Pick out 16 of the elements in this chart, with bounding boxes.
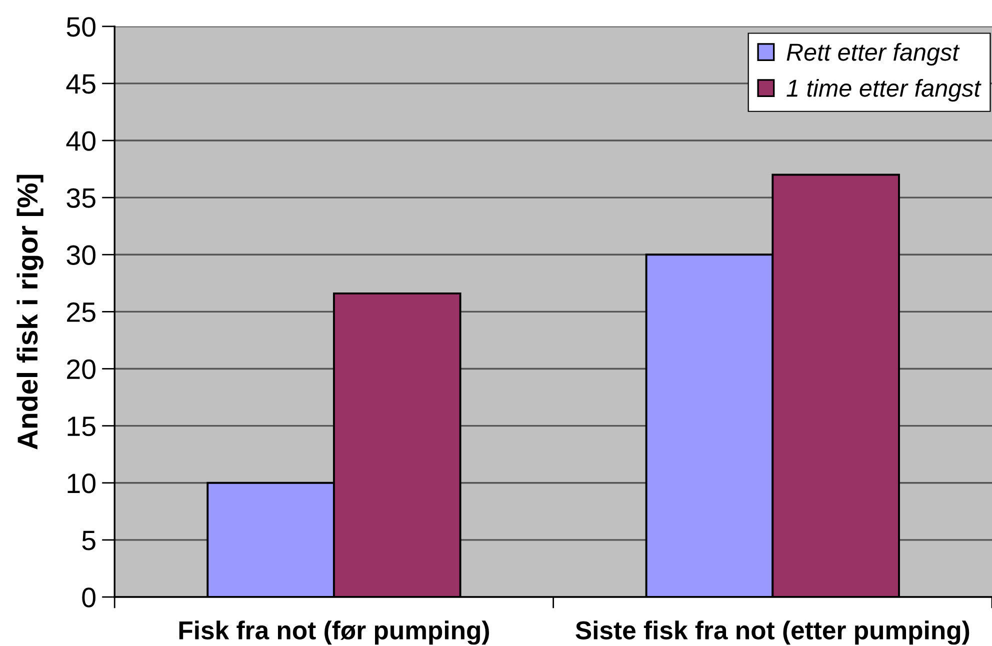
y-tick-label: 45	[66, 74, 96, 94]
y-tick-label: 0	[82, 588, 96, 608]
y-tick-label: 40	[66, 131, 96, 151]
legend-label: 1 time etter fangst	[786, 78, 982, 102]
y-tick-label: 10	[68, 474, 96, 494]
x-tick-label: Fisk fra not (før pumping)	[179, 620, 489, 645]
legend-label: Rett etter fangst	[786, 42, 960, 66]
y-tick-label: 20	[67, 359, 96, 380]
y-tick-label: 5	[82, 530, 96, 550]
y-tick-label: 25	[67, 302, 96, 322]
y-axis-title: Andel fisk i rigor [%]	[16, 174, 44, 450]
y-tick-label: 35	[66, 188, 96, 208]
y-tick-label: 50	[66, 17, 96, 37]
y-tick-label: 30	[66, 245, 96, 265]
x-tick-label: Siste fisk fra not (etter pumping)	[576, 620, 970, 645]
y-tick-label: 15	[68, 416, 96, 436]
